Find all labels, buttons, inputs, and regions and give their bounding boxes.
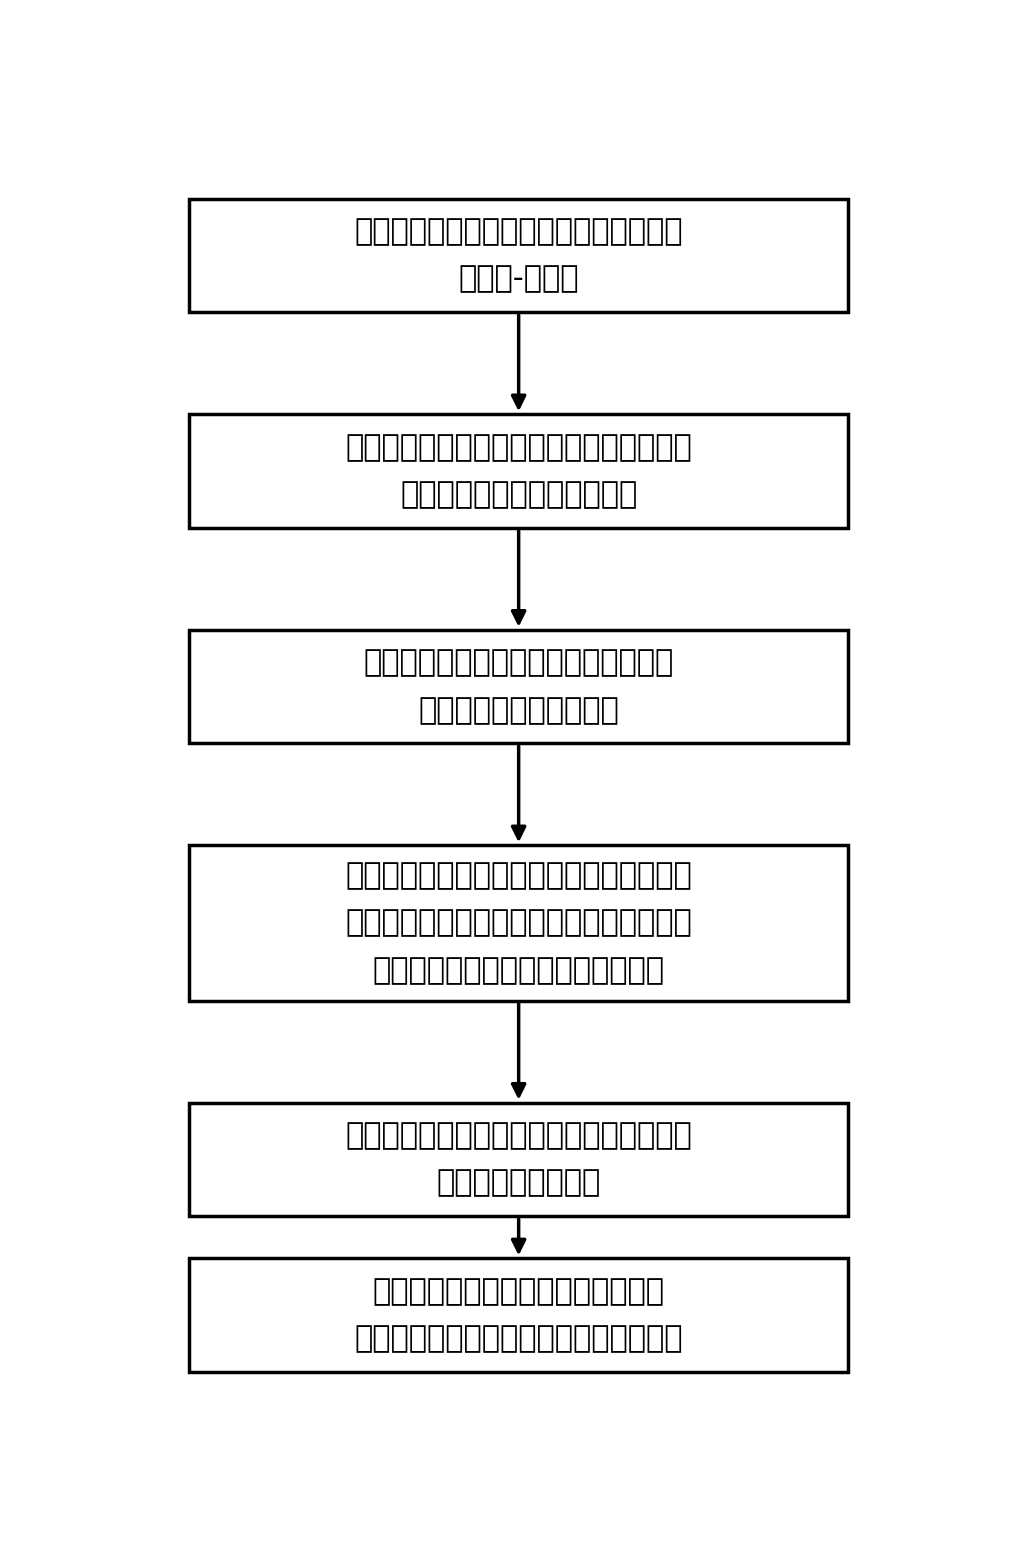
Text: 对广域分布式单天线短波监测站接收系统
进行时-频同步: 对广域分布式单天线短波监测站接收系统 进行时-频同步 <box>354 218 682 294</box>
FancyBboxPatch shape <box>189 630 847 743</box>
Text: 对采集到的时域数据进行傅里叶变换，
获得信号的频域系列数据: 对采集到的时域数据进行傅里叶变换， 获得信号的频域系列数据 <box>363 648 673 725</box>
Text: 同步并采集空间短波远程辐射源的天波传播
信号，获取信号时域系列数据: 同步并采集空间短波远程辐射源的天波传播 信号，获取信号时域系列数据 <box>345 432 692 508</box>
FancyBboxPatch shape <box>189 844 847 1001</box>
FancyBboxPatch shape <box>189 1102 847 1216</box>
FancyBboxPatch shape <box>189 414 847 527</box>
FancyBboxPatch shape <box>189 1258 847 1372</box>
Text: 基于电离层探测系统提供的电离层高度值和
广域分布式短波监测站获取的信号频域数据
在中心站建立最大似然参数估计准则: 基于电离层探测系统提供的电离层高度值和 广域分布式短波监测站获取的信号频域数据 … <box>345 861 692 984</box>
Text: 基于优化算法对目标函数进行寻优，
获得短波天波信号辐射源的位置定位信息: 基于优化算法对目标函数进行寻优， 获得短波天波信号辐射源的位置定位信息 <box>354 1277 682 1353</box>
Text: 建立估计电离层折射高度和短波远程辐射源
位置的优化目标函数: 建立估计电离层折射高度和短波远程辐射源 位置的优化目标函数 <box>345 1121 692 1197</box>
FancyBboxPatch shape <box>189 199 847 313</box>
